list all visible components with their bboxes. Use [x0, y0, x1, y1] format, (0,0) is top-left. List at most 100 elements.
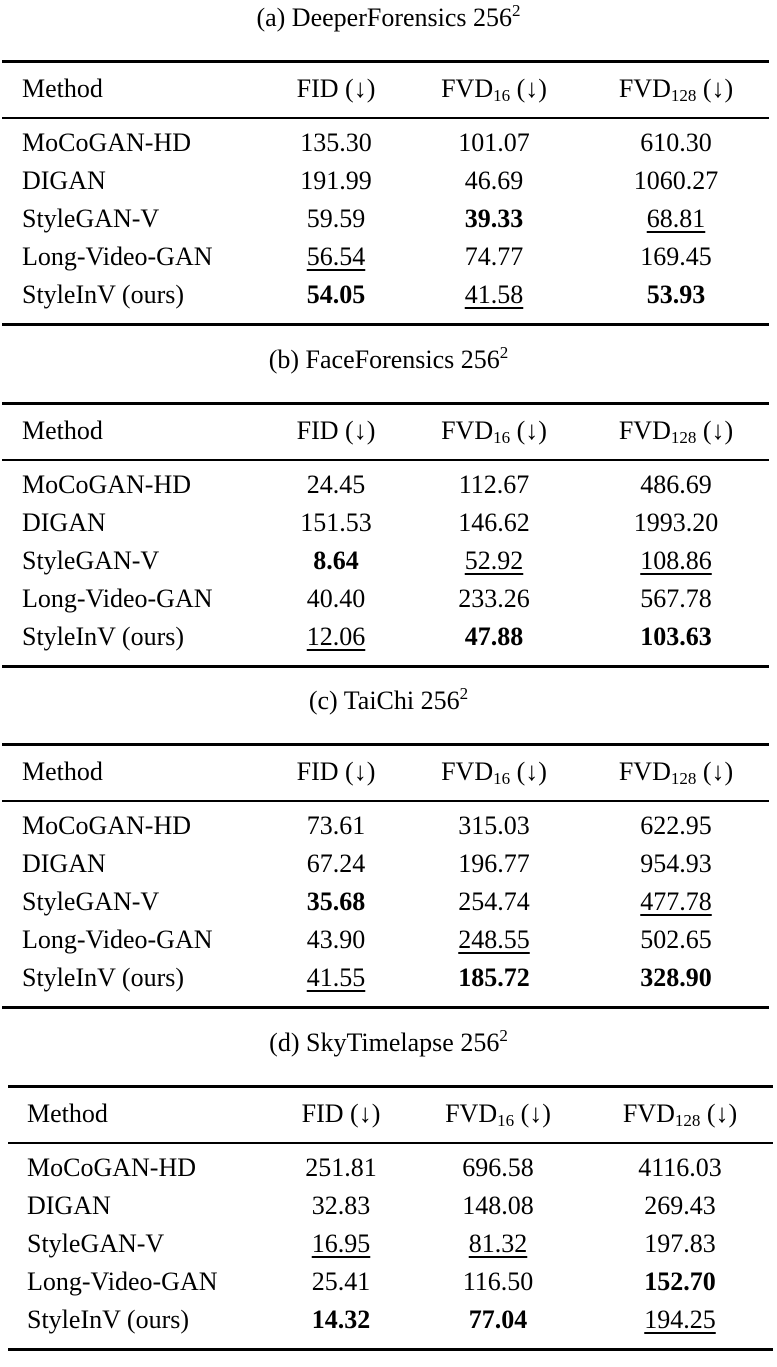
fvd128-value: 169.45 [591, 242, 761, 272]
fvd128-value: 68.81 [591, 204, 761, 234]
fvd128-value: 197.83 [595, 1229, 765, 1259]
method-name: StyleInV (ours) [22, 280, 185, 309]
header-fvd16: FVD16 (↓) [413, 1099, 583, 1129]
header-fid: FID (↓) [301, 1099, 381, 1128]
fvd16-value: 185.72 [409, 963, 579, 993]
fvd128-arrow: (↓) [702, 757, 734, 786]
fvd128-value: 502.65 [591, 925, 761, 955]
method-name: MoCoGAN-HD [27, 1153, 196, 1182]
fvd16-value-text: 39.33 [464, 204, 524, 233]
fvd16-value: 148.08 [413, 1191, 583, 1221]
table-row: StyleInV (ours) 54.05 41.58 53.93 [0, 0, 777, 342]
fvd16-subscript: 16 [497, 1111, 515, 1130]
fvd16-value-text: 101.07 [458, 128, 530, 157]
fid-value: 56.54 [251, 242, 421, 272]
fvd16-value-text: 254.74 [458, 887, 530, 916]
method-name: Long-Video-GAN [22, 584, 213, 613]
fvd16-value: 74.77 [409, 242, 579, 272]
header-rule [8, 1142, 773, 1144]
table-block: (c) TaiChi 2562 Method FID (↓) FVD16 (↓) FVD… [0, 683, 777, 1025]
fvd128-value-text: 68.81 [646, 204, 706, 233]
table-row: DIGAN 67.24 196.77 954.93 [0, 683, 777, 1025]
table-row: Long-Video-GAN 25.41 116.50 152.70 [0, 1025, 777, 1367]
fvd16-value-text: 146.62 [458, 508, 530, 537]
fvd128-arrow: (↓) [706, 1099, 738, 1128]
fvd16-value-text: 196.77 [458, 849, 530, 878]
method-name: StyleGAN-V [22, 887, 160, 916]
method-name: DIGAN [27, 1191, 111, 1220]
fvd128-value-text: 103.63 [640, 622, 712, 651]
fvd128-arrow: (↓) [702, 74, 734, 103]
fvd128-value-text: 169.45 [640, 242, 712, 271]
fvd128-value: 477.78 [591, 887, 761, 917]
fvd16-value: 101.07 [409, 128, 579, 158]
fvd16-value: 112.67 [409, 470, 579, 500]
table-row: MoCoGAN-HD 24.45 112.67 486.69 [0, 342, 777, 684]
fid-value: 41.55 [251, 963, 421, 993]
fid-value-text: 43.90 [306, 925, 366, 954]
fvd128-value: 328.90 [591, 963, 761, 993]
caption-superscript: 2 [499, 1026, 508, 1045]
fvd16-value: 39.33 [409, 204, 579, 234]
method-name: DIGAN [22, 849, 106, 878]
table-row: MoCoGAN-HD 135.30 101.07 610.30 [0, 0, 777, 342]
caption-text: (b) FaceForensics 256 [268, 345, 500, 374]
fid-value: 8.64 [251, 546, 421, 576]
fvd128-label: FVD [622, 1099, 675, 1128]
table-row: StyleGAN-V 8.64 52.92 108.86 [0, 342, 777, 684]
method-name: StyleInV (ours) [27, 1305, 190, 1334]
header-method: Method [22, 416, 103, 445]
header-fvd128: FVD128 (↓) [591, 74, 761, 104]
fvd128-value: 194.25 [595, 1305, 765, 1335]
fvd16-label: FVD [441, 416, 494, 445]
fvd16-value: 696.58 [413, 1153, 583, 1183]
fid-value-text: 14.32 [311, 1305, 371, 1334]
bottom-rule [2, 1006, 769, 1009]
fid-value-text: 12.06 [306, 622, 366, 651]
fid-value: 59.59 [251, 204, 421, 234]
caption-superscript: 2 [512, 1, 521, 20]
table-row: Long-Video-GAN 40.40 233.26 567.78 [0, 342, 777, 684]
header-fid: FID (↓) [296, 757, 376, 786]
table-row: StyleGAN-V 35.68 254.74 477.78 [0, 683, 777, 1025]
header-method: Method [22, 74, 103, 103]
fvd128-value-text: 53.93 [646, 280, 706, 309]
fvd16-value: 196.77 [409, 849, 579, 879]
top-rule [2, 743, 769, 746]
fid-value-text: 135.30 [300, 128, 372, 157]
fvd128-value-text: 486.69 [640, 470, 712, 499]
fvd16-subscript: 16 [493, 428, 511, 447]
fvd128-value-text: 328.90 [640, 963, 712, 992]
header-method: Method [27, 1099, 108, 1128]
fvd128-subscript: 128 [674, 1111, 701, 1130]
fvd16-value-text: 41.58 [464, 280, 524, 309]
header-fid: FID (↓) [296, 416, 376, 445]
table-block: (a) DeeperForensics 2562 Method FID (↓) FVD… [0, 0, 777, 342]
method-name: StyleInV (ours) [22, 622, 185, 651]
fid-value: 32.83 [256, 1191, 426, 1221]
fvd16-value-text: 185.72 [458, 963, 530, 992]
fvd128-value: 1993.20 [591, 508, 761, 538]
fvd16-value-text: 148.08 [462, 1191, 534, 1220]
table-row: StyleGAN-V 16.95 81.32 197.83 [0, 1025, 777, 1367]
fvd16-value: 81.32 [413, 1229, 583, 1259]
fid-value: 151.53 [251, 508, 421, 538]
fvd16-value: 315.03 [409, 811, 579, 841]
fvd16-value-text: 248.55 [458, 925, 530, 954]
fvd16-value: 47.88 [409, 622, 579, 652]
fvd16-value-text: 233.26 [458, 584, 530, 613]
top-rule [2, 60, 769, 63]
fvd128-value: 954.93 [591, 849, 761, 879]
fvd16-value-text: 696.58 [462, 1153, 534, 1182]
fvd16-value: 248.55 [409, 925, 579, 955]
fvd16-value: 254.74 [409, 887, 579, 917]
table-row: StyleInV (ours) 12.06 47.88 103.63 [0, 342, 777, 684]
fid-value-text: 151.53 [300, 508, 372, 537]
fid-value: 24.45 [251, 470, 421, 500]
fvd16-arrow: (↓) [516, 757, 547, 786]
fvd128-value-text: 567.78 [640, 584, 712, 613]
fvd16-arrow: (↓) [516, 74, 547, 103]
fvd128-label: FVD [618, 757, 671, 786]
fvd128-subscript: 128 [670, 86, 697, 105]
table-row: DIGAN 191.99 46.69 1060.27 [0, 0, 777, 342]
